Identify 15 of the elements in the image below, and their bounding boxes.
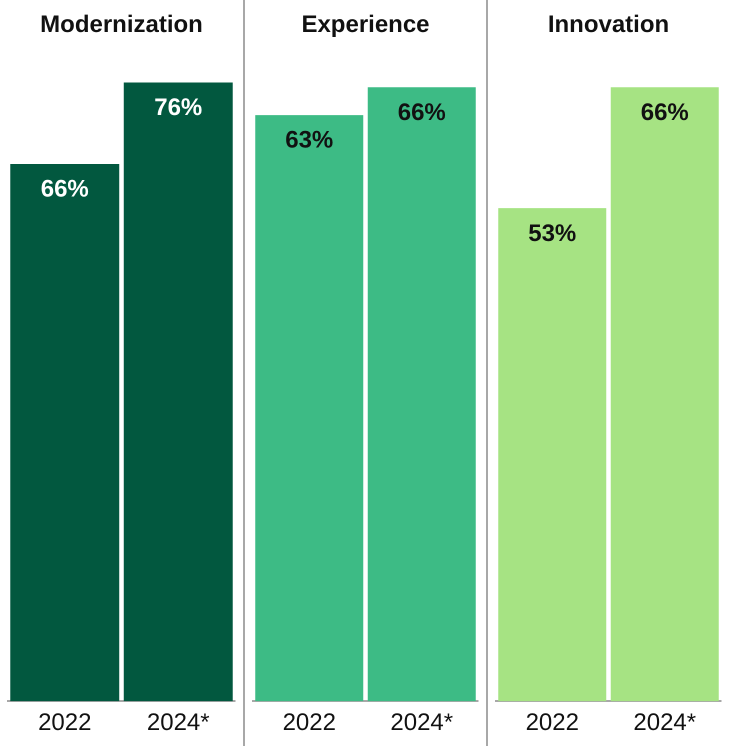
chart-title: Modernization <box>39 10 204 40</box>
chart-title: Innovation <box>546 10 670 40</box>
data-label: 66% <box>40 176 89 203</box>
x-tick-label: 2022 <box>38 709 92 736</box>
data-label: 66% <box>640 98 689 126</box>
chart-title: Experience <box>300 10 431 40</box>
data-label: 53% <box>528 220 576 247</box>
x-tick-label: 2022 <box>282 709 336 736</box>
data-label: 76% <box>154 94 202 122</box>
x-tick-label: 2024* <box>146 709 210 736</box>
x-tick-label: 2022 <box>526 709 579 736</box>
x-tick-label: 2024* <box>390 709 454 736</box>
data-label: 66% <box>398 98 446 126</box>
x-tick-label: 2024* <box>633 709 696 736</box>
data-label: 63% <box>285 126 334 154</box>
